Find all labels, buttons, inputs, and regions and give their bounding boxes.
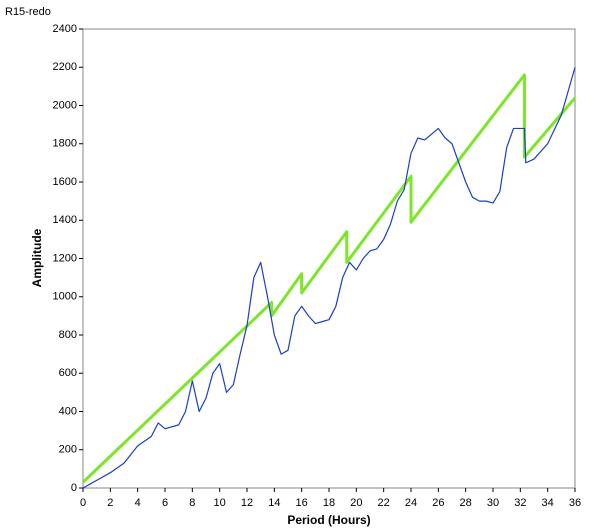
x-tick-label: 8 — [189, 497, 195, 509]
x-tick-label: 0 — [80, 497, 86, 509]
y-tick-label: 1200 — [53, 252, 77, 264]
y-tick-label: 2000 — [53, 99, 77, 111]
x-tick-label: 16 — [296, 497, 308, 509]
y-axis-label: Amplitude — [30, 228, 44, 287]
x-tick-label: 20 — [350, 497, 362, 509]
x-tick-label: 32 — [514, 497, 526, 509]
y-tick-label: 1600 — [53, 176, 77, 188]
series-line — [82, 67, 576, 489]
x-axis-label: Period (Hours) — [287, 513, 370, 527]
x-tick-label: 28 — [460, 497, 472, 509]
x-tick-label: 36 — [569, 497, 581, 509]
x-tick-label: 4 — [135, 497, 141, 509]
plot-frame — [82, 28, 576, 489]
series-line — [81, 73, 577, 484]
x-tick-label: 34 — [542, 497, 554, 509]
y-tick-label: 2400 — [53, 23, 77, 35]
y-tick-label: 800 — [59, 329, 77, 341]
chart-title: R15-redo — [5, 6, 51, 18]
y-tick-label: 200 — [59, 444, 77, 456]
x-tick-label: 22 — [378, 497, 390, 509]
x-tick-label: 30 — [487, 497, 499, 509]
y-tick-label: 2200 — [53, 61, 77, 73]
y-tick-label: 1800 — [53, 138, 77, 150]
x-tick-label: 10 — [214, 497, 226, 509]
x-tick-label: 14 — [268, 497, 280, 509]
x-tick-label: 12 — [241, 497, 253, 509]
x-tick-label: 2 — [107, 497, 113, 509]
x-tick-label: 6 — [162, 497, 168, 509]
y-tick-label: 600 — [59, 367, 77, 379]
x-tick-label: 26 — [432, 497, 444, 509]
y-tick-label: 400 — [59, 405, 77, 417]
y-tick-label: 0 — [71, 482, 77, 494]
y-tick-label: 1400 — [53, 214, 77, 226]
x-tick-label: 24 — [405, 497, 417, 509]
y-tick-label: 1000 — [53, 291, 77, 303]
x-tick-label: 18 — [323, 497, 335, 509]
